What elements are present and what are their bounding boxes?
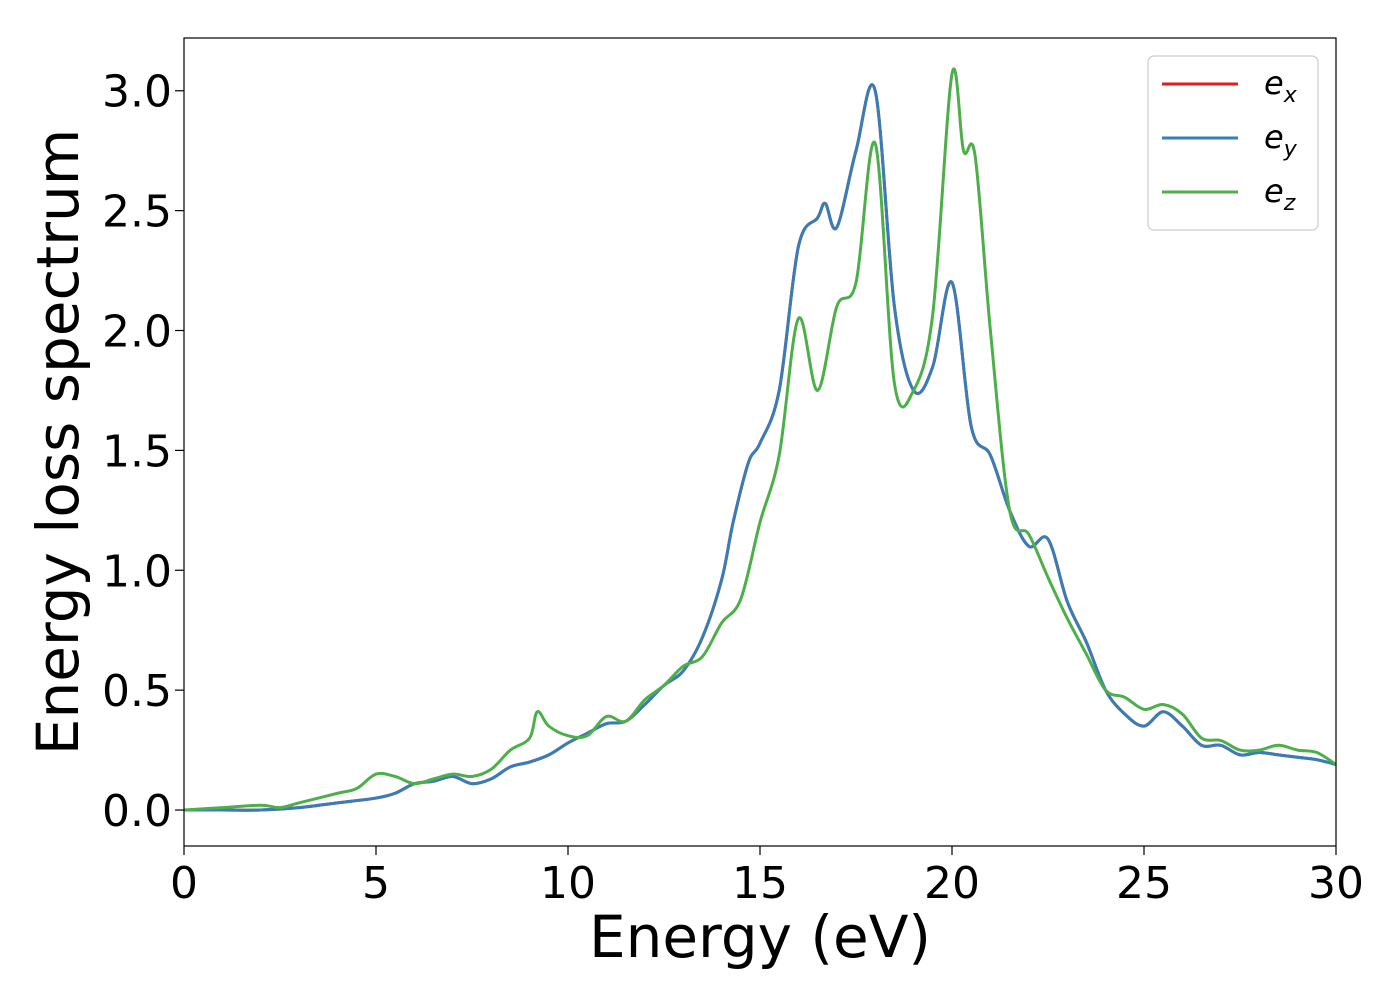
x-axis-title: Energy (eV) — [589, 903, 931, 971]
series-layer — [183, 67, 1337, 812]
legend: ex ey ez — [1147, 55, 1319, 231]
y-axis-ticks: 0.0 0.5 1.0 1.5 2.0 2.5 3.0 — [102, 67, 184, 837]
y-tick-label: 2.0 — [102, 307, 172, 358]
y-tick-label: 1.5 — [102, 426, 172, 477]
x-tick-label: 5 — [362, 858, 390, 909]
y-tick-label: 2.5 — [102, 187, 172, 238]
x-axis-ticks: 0 5 10 15 20 25 30 — [170, 846, 1364, 909]
legend-label-e-z: ez — [1264, 172, 1296, 216]
y-tick-label: 1.0 — [102, 546, 172, 597]
x-tick-label: 0 — [170, 858, 198, 909]
x-tick-label: 20 — [924, 858, 980, 909]
x-tick-label: 30 — [1308, 858, 1364, 909]
x-tick-label: 15 — [732, 858, 788, 909]
x-tick-label: 10 — [540, 858, 596, 909]
y-axis-title: Energy loss spectrum — [24, 129, 92, 755]
series-line-e-z — [183, 67, 1337, 812]
y-tick-label: 3.0 — [102, 67, 172, 118]
y-tick-label: 0.5 — [102, 666, 172, 717]
series-line-e-y — [184, 83, 1337, 812]
legend-label-e-x: ex — [1264, 64, 1298, 108]
legend-label-e-y: ey — [1264, 118, 1298, 162]
y-tick-label: 0.0 — [102, 786, 172, 837]
legend-box — [1147, 55, 1319, 231]
x-tick-label: 25 — [1116, 858, 1172, 909]
